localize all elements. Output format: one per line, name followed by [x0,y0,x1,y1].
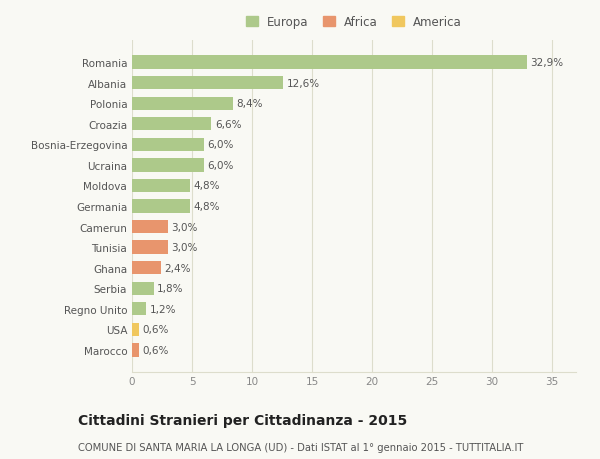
Bar [132,200,190,213]
Bar [132,241,168,254]
Bar [132,159,204,172]
Bar [132,56,527,70]
Text: COMUNE DI SANTA MARIA LA LONGA (UD) - Dati ISTAT al 1° gennaio 2015 - TUTTITALIA: COMUNE DI SANTA MARIA LA LONGA (UD) - Da… [78,442,523,452]
Text: 6,6%: 6,6% [215,119,241,129]
Text: 1,2%: 1,2% [150,304,176,314]
Text: 12,6%: 12,6% [287,78,320,89]
Bar [132,97,233,111]
Text: 0,6%: 0,6% [143,325,169,335]
Bar [132,220,168,234]
Legend: Europa, Africa, America: Europa, Africa, America [246,16,462,29]
Bar [132,77,283,90]
Bar [132,282,154,295]
Text: 6,0%: 6,0% [208,140,234,150]
Bar [132,262,161,275]
Text: 0,6%: 0,6% [143,345,169,355]
Text: 8,4%: 8,4% [236,99,263,109]
Bar [132,343,139,357]
Text: 6,0%: 6,0% [208,161,234,171]
Text: 3,0%: 3,0% [172,242,198,252]
Bar [132,179,190,193]
Text: 32,9%: 32,9% [530,58,563,68]
Text: 4,8%: 4,8% [193,181,220,191]
Bar [132,302,146,316]
Bar [132,138,204,151]
Bar [132,118,211,131]
Text: Cittadini Stranieri per Cittadinanza - 2015: Cittadini Stranieri per Cittadinanza - 2… [78,413,407,427]
Text: 2,4%: 2,4% [164,263,191,273]
Text: 3,0%: 3,0% [172,222,198,232]
Text: 4,8%: 4,8% [193,202,220,212]
Bar [132,323,139,336]
Text: 1,8%: 1,8% [157,284,184,294]
